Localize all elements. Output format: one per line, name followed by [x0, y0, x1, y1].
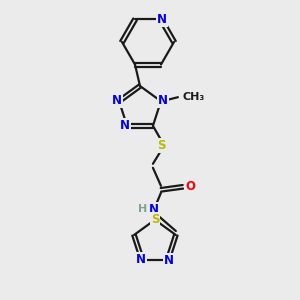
Text: N: N	[164, 254, 174, 267]
Text: N: N	[112, 94, 122, 107]
Text: S: S	[151, 213, 159, 226]
Text: N: N	[157, 13, 167, 26]
Text: H: H	[138, 204, 148, 214]
Text: S: S	[157, 139, 165, 152]
Text: N: N	[158, 94, 168, 107]
Text: N: N	[120, 119, 130, 132]
Text: N: N	[136, 253, 146, 266]
Text: N: N	[149, 203, 159, 216]
Text: O: O	[185, 180, 195, 193]
Text: CH₃: CH₃	[183, 92, 205, 102]
